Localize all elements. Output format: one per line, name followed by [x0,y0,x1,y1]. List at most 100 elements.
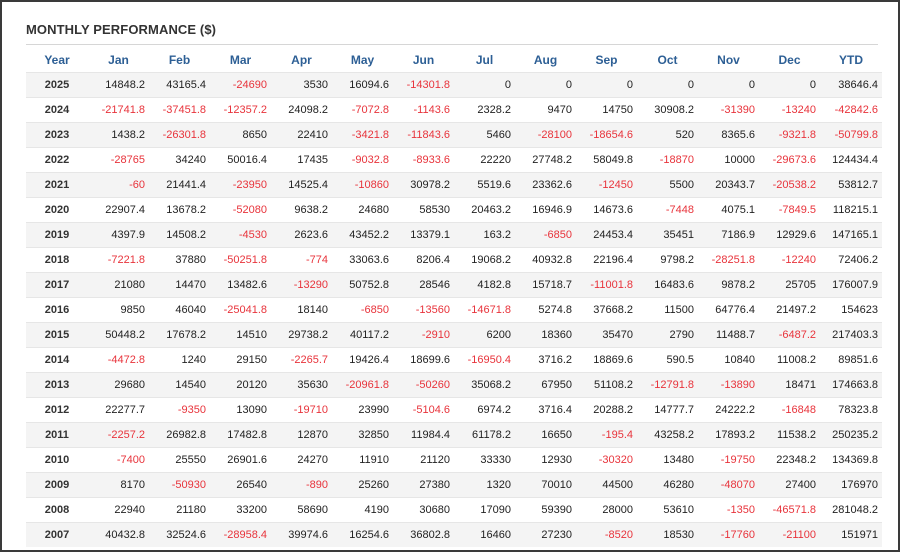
column-header-oct: Oct [657,53,678,67]
month-value-cell: 0 [454,72,515,98]
ytd-cell: 174663.8 [820,372,882,398]
monthly-performance-table: Year Jan Feb Mar Apr May Jun Jul Aug Sep Oct Nov Dec… [26,48,882,547]
month-value-cell: 19426.4 [332,347,393,373]
month-value-cell: 17678.2 [149,322,210,348]
ytd-cell: 134369.8 [820,447,882,473]
month-value-cell: 5519.6 [454,172,515,198]
month-value-cell: 11008.2 [759,347,820,373]
month-value-cell: 27748.2 [515,147,576,173]
month-value-cell: 4190 [332,497,393,523]
month-value-cell: -2257.2 [88,422,149,448]
month-value-cell: 5460 [454,122,515,148]
month-value-cell: -14671.8 [454,297,515,323]
month-value-cell: -52080 [210,197,271,223]
month-value-cell: 6974.2 [454,397,515,423]
month-value-cell: 14750 [576,97,637,123]
month-value-cell: 8170 [88,472,149,498]
month-value-cell: -13290 [271,272,332,298]
month-value-cell: 44500 [576,472,637,498]
month-value-cell: -774 [271,247,332,273]
table-row: 2021 -60 21441.4 -23950 14525.4 -10860 30978.2… [26,172,882,198]
month-value-cell: -16848 [759,397,820,423]
month-value-cell: -28958.4 [210,522,271,547]
month-value-cell: 18530 [637,522,698,547]
table-header-row: Year Jan Feb Mar Apr May Jun Jul Aug Sep Oct Nov Dec… [26,48,882,73]
year-cell: 2008 [26,497,88,523]
month-value-cell: 22410 [271,122,332,148]
month-value-cell: 21180 [149,497,210,523]
month-value-cell: 58049.8 [576,147,637,173]
month-value-cell: 4397.9 [88,222,149,248]
table-row: 2019 4397.9 14508.2 -4530 2623.6 43452.2 13379… [26,222,882,248]
month-value-cell: -6850 [332,297,393,323]
month-value-cell: 35470 [576,322,637,348]
column-header-apr: Apr [291,53,312,67]
month-value-cell: 39974.6 [271,522,332,547]
month-value-cell: 13379.1 [393,222,454,248]
year-cell: 2013 [26,372,88,398]
month-value-cell: -13890 [698,372,759,398]
month-value-cell: 27400 [759,472,820,498]
column-header-dec: Dec [778,53,801,67]
month-value-cell: 53610 [637,497,698,523]
table-row: 2020 22907.4 13678.2 -52080 9638.2 24680 58530… [26,197,882,223]
month-value-cell: 51108.2 [576,372,637,398]
month-value-cell: 21441.4 [149,172,210,198]
month-value-cell: -1350 [698,497,759,523]
month-value-cell: 30680 [393,497,454,523]
month-value-cell: -28765 [88,147,149,173]
month-value-cell: 21120 [393,447,454,473]
month-value-cell: 14673.6 [576,197,637,223]
month-value-cell: 14508.2 [149,222,210,248]
month-value-cell: -10860 [332,172,393,198]
month-value-cell: 16254.6 [332,522,393,547]
month-value-cell: 6200 [454,322,515,348]
month-value-cell: 22277.7 [88,397,149,423]
month-value-cell: 46040 [149,297,210,323]
ytd-cell: 118215.1 [820,197,882,223]
month-value-cell: -19750 [698,447,759,473]
table-row: 2016 9850 46040 -25041.8 18140 -6850 -13560 -14… [26,297,882,323]
month-value-cell: 20120 [210,372,271,398]
month-value-cell: -26301.8 [149,122,210,148]
month-value-cell: -7448 [637,197,698,223]
month-value-cell: 13678.2 [149,197,210,223]
month-value-cell: 14510 [210,322,271,348]
month-value-cell: 70010 [515,472,576,498]
month-value-cell: 520 [637,122,698,148]
table-row: 2014 -4472.8 1240 29150 -2265.7 19426.4 18699.… [26,347,882,373]
month-value-cell: -31390 [698,97,759,123]
month-value-cell: 12870 [271,422,332,448]
month-value-cell: 27230 [515,522,576,547]
month-value-cell: 10000 [698,147,759,173]
month-value-cell: 18360 [515,322,576,348]
month-value-cell: 8365.6 [698,122,759,148]
month-value-cell: -5104.6 [393,397,454,423]
table-row: 2010 -7400 25550 26901.6 24270 11910 21120 3333… [26,447,882,473]
month-value-cell: 37880 [149,247,210,273]
month-value-cell: -17760 [698,522,759,547]
month-value-cell: 16650 [515,422,576,448]
month-value-cell: 3716.4 [515,397,576,423]
month-value-cell: 29150 [210,347,271,373]
year-cell: 2007 [26,522,88,547]
month-value-cell: 163.2 [454,222,515,248]
month-value-cell: -24690 [210,72,271,98]
table-row: 2018 -7221.8 37880 -50251.8 -774 33063.6 8206.… [26,247,882,273]
month-value-cell: 3530 [271,72,332,98]
month-value-cell: 61178.2 [454,422,515,448]
month-value-cell: -21741.8 [88,97,149,123]
month-value-cell: -48070 [698,472,759,498]
month-value-cell: 30908.2 [637,97,698,123]
month-value-cell: -25041.8 [210,297,271,323]
month-value-cell: -9321.8 [759,122,820,148]
month-value-cell: 29680 [88,372,149,398]
month-value-cell: -195.4 [576,422,637,448]
month-value-cell: 9638.2 [271,197,332,223]
month-value-cell: 2790 [637,322,698,348]
month-value-cell: 17435 [271,147,332,173]
column-header-sep: Sep [595,53,618,67]
month-value-cell: 20463.2 [454,197,515,223]
month-value-cell: 13482.6 [210,272,271,298]
